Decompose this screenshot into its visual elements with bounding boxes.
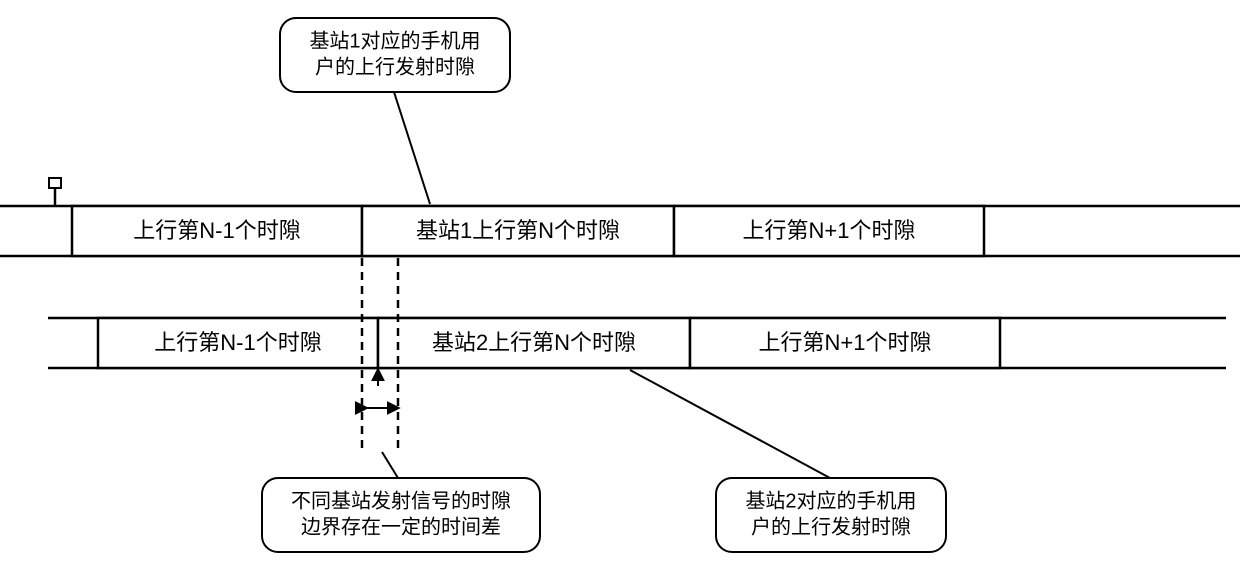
callout-bs2-line-1: 户的上行发射时隙 xyxy=(751,515,911,538)
callout-bs1-line-1: 户的上行发射时隙 xyxy=(315,55,475,78)
row1-start-marker xyxy=(49,178,61,206)
leader-bs2 xyxy=(630,370,830,478)
row1-cell-0-label: 上行第N-1个时隙 xyxy=(133,218,300,243)
row1: 上行第N-1个时隙 基站1上行第N个时隙 上行第N+1个时隙 xyxy=(0,206,1240,256)
row2: 上行第N-1个时隙 基站2上行第N个时隙 上行第N+1个时隙 xyxy=(48,318,1226,368)
callout-bs2-line-0: 基站2对应的手机用 xyxy=(745,489,916,512)
row2-cell-1-label: 基站2上行第N个时隙 xyxy=(432,330,636,355)
row2-cell-0-label: 上行第N-1个时隙 xyxy=(154,330,321,355)
timing-diagram: 上行第N-1个时隙基站1上行第N个时隙上行第N+1个时隙上行第N-1个时隙基站2… xyxy=(0,0,1240,586)
row2-cell-2-label: 上行第N+1个时隙 xyxy=(759,330,932,355)
callout-offset-line-0: 不同基站发射信号的时隙 xyxy=(291,489,511,512)
leader-offset xyxy=(382,452,398,478)
callout-bs1-line-0: 基站1对应的手机用 xyxy=(309,29,480,52)
row1-cell-2-label: 上行第N+1个时隙 xyxy=(743,218,916,243)
callout-offset: 不同基站发射信号的时隙边界存在一定的时间差 xyxy=(262,478,540,552)
callout-bs1: 基站1对应的手机用户的上行发射时隙 xyxy=(280,18,510,92)
callout-offset-line-1: 边界存在一定的时间差 xyxy=(301,515,501,538)
row1-cell-1-label: 基站1上行第N个时隙 xyxy=(416,218,620,243)
callout-bs2: 基站2对应的手机用户的上行发射时隙 xyxy=(716,478,946,552)
leader-bs1 xyxy=(394,92,430,204)
